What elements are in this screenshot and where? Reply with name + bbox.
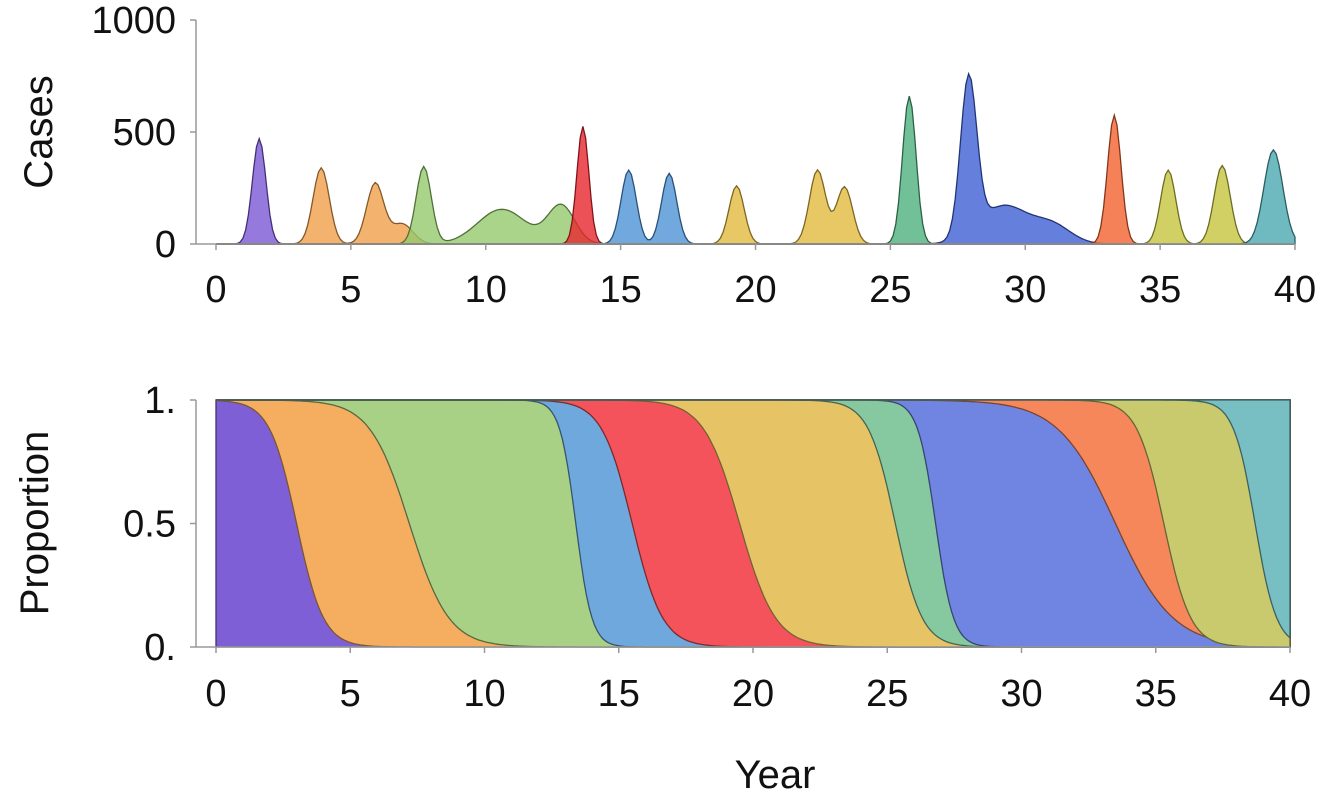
proportion-y-tick-label: 0.	[144, 627, 176, 669]
cases-series-2	[216, 166, 1295, 245]
proportion-x-tick-label: 5	[340, 673, 361, 715]
cases-ticks: 0 5 10 15 20 25 30 35 40 0 500 1000	[91, 0, 1316, 311]
cases-y-label: Cases	[17, 75, 61, 188]
proportion-x-tick-label: 15	[598, 673, 640, 715]
cases-y-tick-label: 0	[155, 224, 176, 266]
cases-x-tick-label: 15	[599, 269, 641, 311]
proportion-series-11	[216, 399, 1291, 640]
proportion-y-tick-label: 0.5	[123, 504, 176, 546]
cases-series-areas	[216, 71, 1296, 245]
proportion-x-tick-label: 0	[205, 673, 226, 715]
cases-x-tick-label: 35	[1139, 269, 1181, 311]
cases-x-tick-label: 20	[734, 269, 776, 311]
x-axis-label: Year	[735, 753, 816, 797]
proportion-x-tick-label: 20	[732, 673, 774, 715]
cases-panel: 0 5 10 15 20 25 30 35 40 0 500 1000 Cases	[17, 0, 1316, 311]
proportion-x-tick-label: 10	[463, 673, 505, 715]
proportion-panel: 0 5 10 15 20 25 30 35 40 0. 0.5 1. Proportion Year	[13, 380, 1311, 797]
proportion-y-tick-label: 1.	[144, 380, 176, 422]
cases-x-tick-label: 40	[1274, 269, 1316, 311]
proportion-y-label: Proportion	[13, 431, 57, 616]
proportion-x-tick-label: 25	[866, 673, 908, 715]
cases-y-tick-label: 1000	[91, 0, 176, 42]
proportion-x-tick-label: 40	[1269, 673, 1311, 715]
cases-x-tick-label: 25	[869, 269, 911, 311]
cases-x-tick-label: 30	[1004, 269, 1046, 311]
cases-x-tick-label: 5	[340, 269, 361, 311]
proportion-ticks: 0 5 10 15 20 25 30 35 40 0. 0.5 1.	[123, 380, 1311, 715]
cases-x-tick-label: 0	[205, 269, 226, 311]
cases-x-tick-label: 10	[465, 269, 507, 311]
cases-y-tick-label: 500	[113, 112, 176, 154]
proportion-series-areas	[215, 399, 1291, 648]
proportion-x-tick-label: 30	[1000, 673, 1042, 715]
proportion-x-tick-label: 35	[1135, 673, 1177, 715]
